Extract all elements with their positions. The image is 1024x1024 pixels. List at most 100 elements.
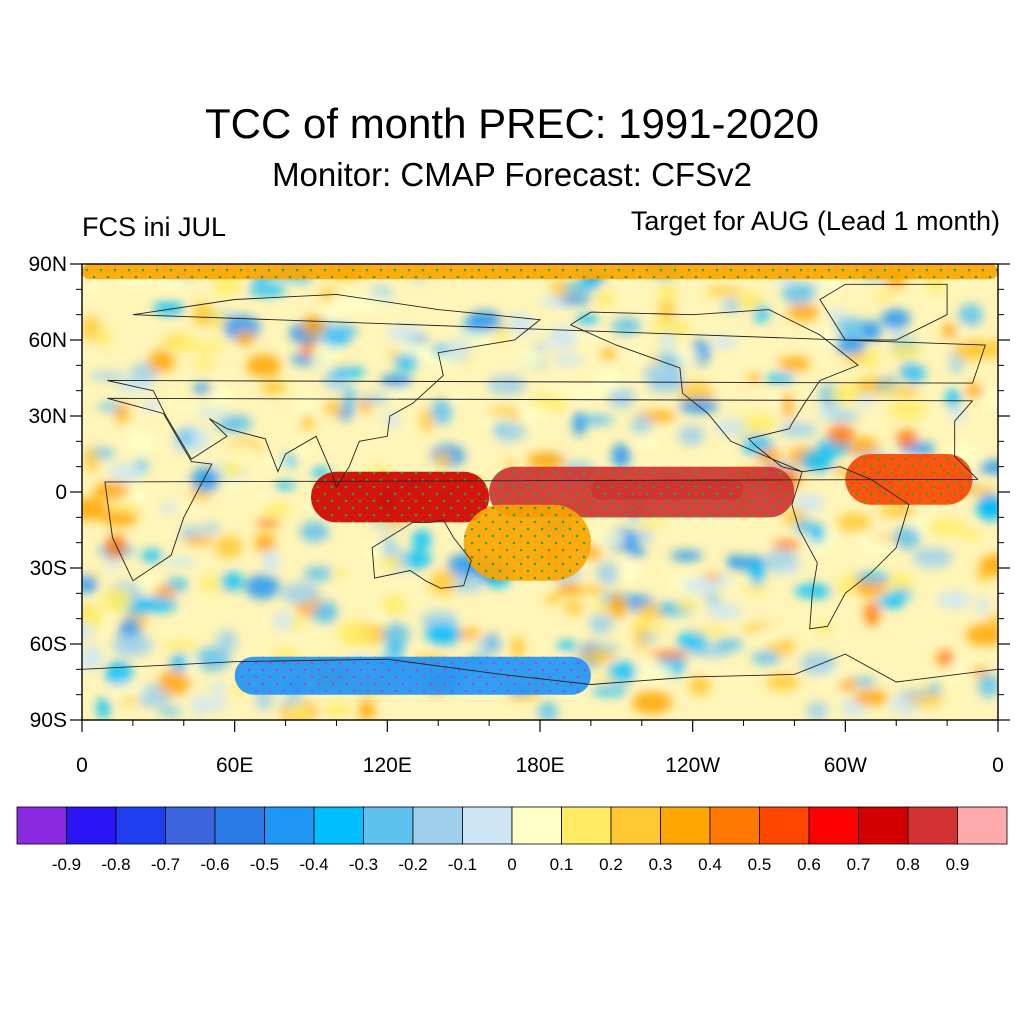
- noise-blob: [384, 387, 417, 402]
- noise-blob: [748, 373, 761, 383]
- noise-blob: [564, 600, 583, 616]
- noise-blob: [193, 647, 231, 672]
- noise-blob: [781, 283, 815, 304]
- noise-blob: [274, 481, 296, 490]
- noise-blob: [323, 702, 352, 718]
- noise-blob: [310, 345, 343, 368]
- noise-blob: [165, 557, 195, 567]
- noise-blob: [708, 335, 738, 348]
- noise-blob: [949, 407, 966, 423]
- noise-blob: [651, 317, 691, 339]
- noise-blob: [883, 573, 914, 595]
- noise-blob: [809, 523, 826, 544]
- noise-blob: [751, 651, 781, 665]
- lat-tick-label: 60N: [28, 329, 67, 352]
- colorbar-label: 0.4: [698, 855, 722, 874]
- noise-blob: [358, 700, 376, 720]
- noise-blob: [358, 400, 373, 412]
- noise-blob: [557, 640, 577, 652]
- noise-blob: [937, 590, 972, 610]
- noise-blob: [88, 371, 126, 381]
- noise-blob: [153, 584, 177, 600]
- noise-blob: [84, 446, 99, 473]
- noise-blob: [778, 356, 811, 371]
- noise-blob: [261, 379, 287, 395]
- noise-blob: [211, 680, 226, 695]
- noise-blob: [165, 331, 195, 353]
- noise-blob: [683, 577, 718, 594]
- noise-blob: [860, 320, 882, 342]
- noise-blob: [706, 603, 742, 620]
- noise-blob: [787, 303, 819, 321]
- noise-blob: [493, 422, 507, 433]
- noise-blob: [899, 689, 928, 699]
- noise-blob: [827, 424, 855, 445]
- noise-blob: [510, 636, 525, 659]
- noise-blob: [343, 385, 356, 410]
- noise-blob: [323, 334, 350, 348]
- noise-blob: [158, 707, 182, 716]
- noise-blob: [191, 467, 220, 493]
- noise-blob: [186, 341, 226, 352]
- noise-blob: [635, 663, 673, 682]
- noise-blob: [544, 593, 561, 605]
- noise-blob: [778, 422, 818, 438]
- noise-blob: [827, 410, 860, 422]
- noise-blob: [978, 554, 998, 577]
- lon-tick-label: 0: [76, 754, 88, 777]
- colorbar-swatch: [907, 806, 958, 845]
- noise-blob: [194, 408, 232, 418]
- noise-blob: [737, 291, 764, 311]
- noise-blob: [843, 350, 870, 364]
- noise-blob: [475, 640, 503, 651]
- noise-blob: [778, 565, 802, 575]
- eurasia-coastline: [107, 293, 986, 488]
- noise-blob: [978, 387, 998, 408]
- noise-blob: [607, 661, 638, 683]
- noise-blob: [676, 631, 709, 652]
- noise-blob: [86, 604, 103, 630]
- noise-blob: [272, 611, 295, 631]
- colorbar-swatch: [165, 806, 216, 845]
- noise-blob: [580, 648, 615, 664]
- colorbar-swatch: [264, 806, 315, 845]
- noise-blob: [984, 614, 998, 626]
- south-america-coastline: [791, 466, 910, 630]
- noise-blob: [518, 347, 541, 369]
- colorbar-label: 0: [507, 855, 516, 874]
- noise-blob: [309, 611, 337, 621]
- noise-blob: [82, 497, 109, 521]
- noise-blob: [951, 656, 967, 681]
- noise-blob: [742, 583, 769, 595]
- colorbar-swatch: [412, 806, 463, 845]
- colorbar-label: 0.9: [946, 855, 970, 874]
- noise-blob: [206, 696, 228, 712]
- noise-blob: [506, 312, 534, 335]
- noise-blob: [192, 302, 214, 326]
- noise-blob: [411, 529, 432, 551]
- noise-blob: [879, 383, 909, 393]
- colorbar-swatch: [759, 806, 810, 845]
- noise-blob: [394, 353, 419, 371]
- noise-blob: [601, 348, 616, 359]
- noise-blob: [864, 601, 880, 627]
- colorbar-swatch: [16, 806, 67, 845]
- australia-coastline: [371, 519, 472, 589]
- noise-blob: [800, 652, 837, 676]
- noise-blob: [794, 583, 833, 599]
- north-america-coastline: [570, 309, 859, 473]
- colorbar-swatch: [660, 806, 711, 845]
- colorbar-label: -0.1: [448, 855, 477, 874]
- noise-blob: [608, 592, 627, 619]
- noise-blob: [108, 684, 146, 698]
- noise-blob: [431, 344, 448, 356]
- africa-coastline: [104, 397, 979, 582]
- noise-blob: [630, 415, 652, 435]
- noise-blob: [546, 326, 579, 350]
- noise-blob: [301, 315, 326, 336]
- noise-blob: [573, 387, 606, 403]
- noise-blob: [183, 536, 214, 545]
- noise-blob: [912, 547, 953, 568]
- antarctica-coastline: [82, 653, 998, 685]
